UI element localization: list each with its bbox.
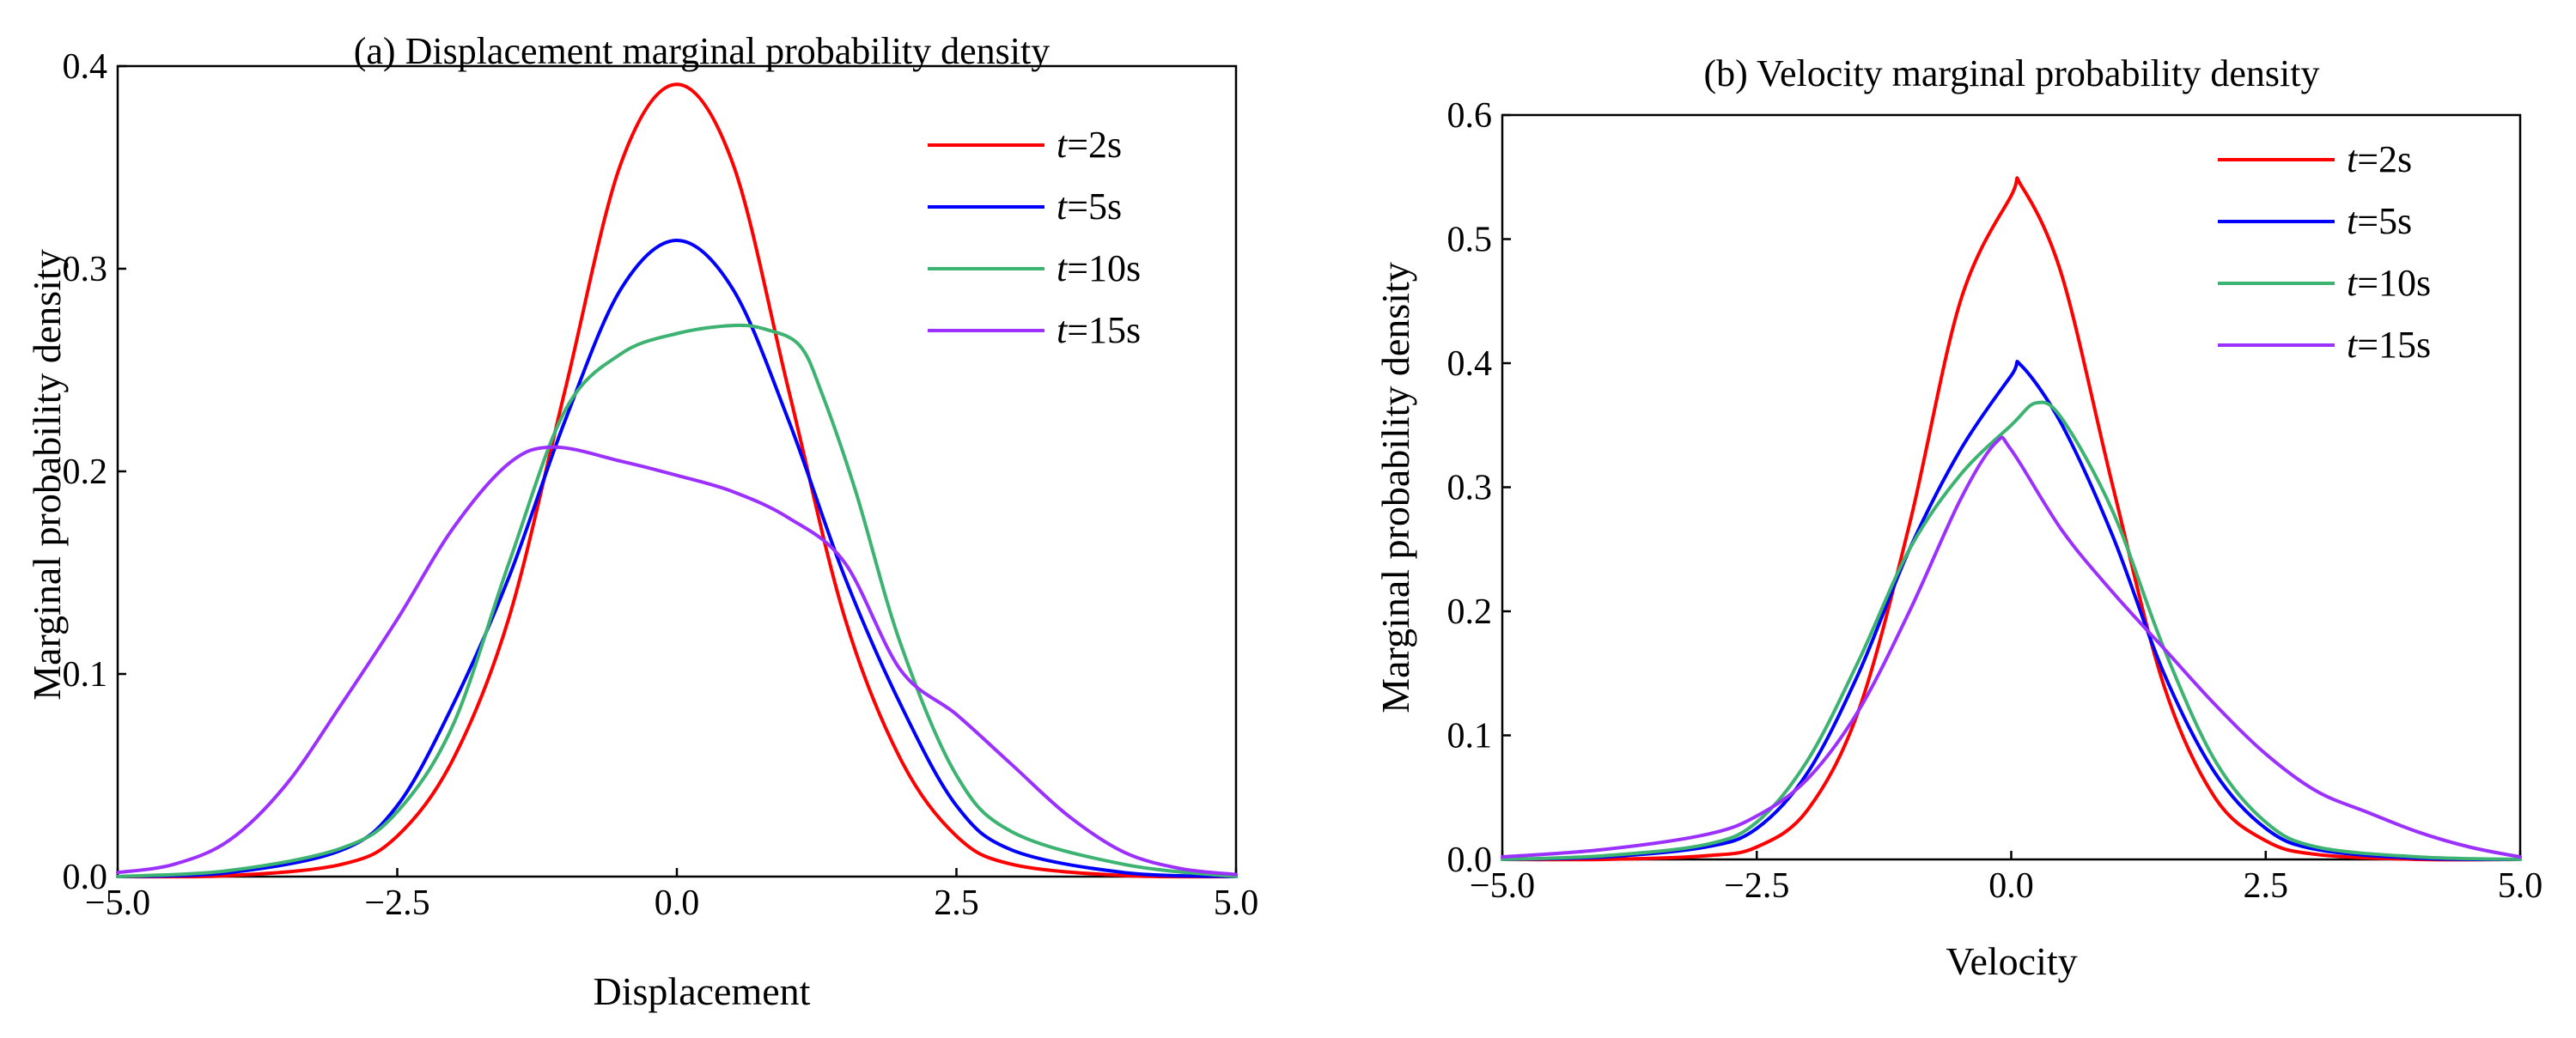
x-tick-label: 5.0	[2498, 866, 2543, 906]
panel-a-ticks: −5.0 −2.5 0.0 2.5 5.0 0.0 0.1 0.2 0.3 0.4	[63, 47, 1259, 923]
y-tick-label: 0.2	[1447, 592, 1493, 632]
series-line-15s	[116, 445, 1238, 877]
y-tick-label: 0.4	[63, 47, 108, 87]
legend-label: t=15s	[2347, 324, 2431, 366]
x-tick-label: 0.0	[1988, 866, 2034, 906]
legend-label: t=10s	[2347, 262, 2431, 304]
panel-a-x-axis-label: Displacement	[594, 969, 811, 1013]
panel-b-curves	[1501, 176, 2522, 862]
series-line-15s	[1501, 435, 2522, 859]
legend-label: t=15s	[1057, 309, 1141, 351]
panel-a-y-axis-label: Marginal probability density	[25, 249, 69, 701]
panel-b-ticks: −5.0 −2.5 0.0 2.5 5.0 0.0 0.1 0.2 0.3 0.4 0.5 0.6	[1447, 96, 2543, 906]
panel-a-displacement: (a) Displacement marginal probability de…	[25, 30, 1258, 1013]
x-tick-label: −5.0	[1470, 866, 1535, 906]
series-line-5s	[116, 239, 1238, 878]
y-tick-label: 0.6	[1447, 96, 1493, 136]
y-tick-label: 0.3	[63, 250, 108, 289]
panel-a-curves	[116, 82, 1238, 879]
legend-label: t=2s	[1057, 124, 1122, 166]
series-line-2s	[116, 82, 1238, 879]
panel-b-legend: t=2s t=5s t=10s t=15s	[2218, 138, 2431, 366]
x-tick-label: 0.0	[655, 883, 700, 923]
panel-a-legend: t=2s t=5s t=10s t=15s	[928, 124, 1141, 351]
y-tick-label: 0.0	[63, 858, 108, 897]
legend-label: t=2s	[2347, 138, 2412, 180]
x-tick-label: −2.5	[364, 883, 429, 923]
panel-b-title: (b) Velocity marginal probability densit…	[1704, 52, 2320, 94]
x-tick-label: −2.5	[1724, 866, 1789, 906]
legend-label: t=5s	[2347, 200, 2412, 242]
series-line-10s	[116, 323, 1238, 878]
x-tick-label: 2.5	[2244, 866, 2289, 906]
y-tick-label: 0.2	[63, 452, 108, 492]
legend-label: t=10s	[1057, 247, 1141, 289]
y-tick-label: 0.4	[1447, 344, 1493, 384]
x-tick-label: 2.5	[934, 883, 979, 923]
y-tick-label: 0.0	[1447, 841, 1493, 880]
series-line-5s	[1501, 360, 2522, 861]
y-tick-label: 0.1	[63, 655, 108, 695]
legend-label: t=5s	[1057, 185, 1122, 228]
panel-b-y-axis-label: Marginal probability density	[1373, 262, 1417, 713]
panel-b-velocity: (b) Velocity marginal probability densit…	[1373, 52, 2543, 983]
x-tick-label: −5.0	[85, 883, 150, 923]
y-tick-label: 0.1	[1447, 717, 1493, 756]
y-tick-label: 0.5	[1447, 221, 1493, 260]
y-tick-label: 0.3	[1447, 469, 1493, 508]
x-tick-label: 5.0	[1214, 883, 1259, 923]
series-line-10s	[1501, 400, 2522, 861]
series-line-2s	[1501, 176, 2522, 862]
panel-b-x-axis-label: Velocity	[1946, 939, 2077, 983]
